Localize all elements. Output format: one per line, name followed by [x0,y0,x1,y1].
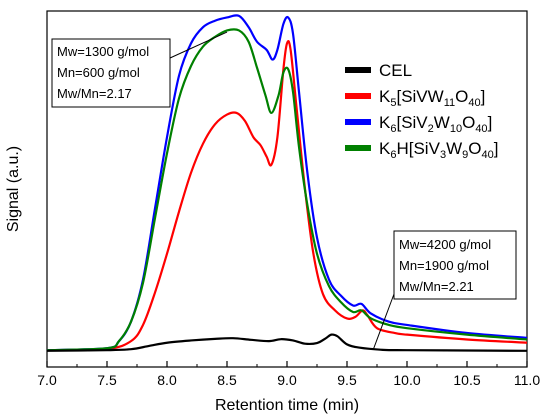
annotation-2-line-3: Mw/Mn=2.21 [399,279,474,294]
x-tick-label: 9.5 [337,372,357,388]
legend-label-2: K6[SiV2W10O40] [379,113,492,135]
annotation-1-line-3: Mw/Mn=2.17 [57,86,132,101]
series-layer [46,14,528,352]
annotation-2-line-1: Mw=4200 g/mol [399,237,491,252]
x-tick-label: 7.5 [97,372,117,388]
annotation-1-line-1: Mw=1300 g/mol [57,44,149,59]
series-line-3 [46,28,528,352]
annotation-box-1-frame [51,38,171,108]
annotation-2-pointer [372,293,395,350]
legend-label-1: K5[SiVW11O40] [379,87,485,109]
x-axis-label: Retention time (min) [215,397,359,414]
series-line-2 [46,14,528,352]
annotation-box-2: Mw=4200 g/mol Mn=1900 g/mol Mw/Mn=2.21 [372,230,517,350]
legend-label-0: CEL [379,61,412,80]
x-tick-label: 10.0 [393,372,420,388]
legend: CEL K5[SiVW11O40] K6[SiV2W10O40] K6H[SiV3W9… [345,61,498,161]
axis-ticks: 7.0 7.5 8.0 8.5 9.0 9.5 10.0 10.5 11.0 [37,361,540,388]
annotation-2-line-2: Mn=1900 g/mol [399,258,489,273]
x-tick-label: 8.5 [217,372,237,388]
y-axis-label: Signal (a.u.) [5,146,22,232]
legend-label-3: K6H[SiV3W9O40] [379,139,498,161]
x-tick-label: 10.5 [453,372,480,388]
annotation-1-line-2: Mn=600 g/mol [57,65,140,80]
annotation-box-2-frame [393,230,517,300]
annotation-1-pointer [169,31,228,59]
x-tick-label: 9.0 [277,372,297,388]
x-tick-label: 8.0 [157,372,177,388]
annotation-box-1: Mw=1300 g/mol Mn=600 g/mol Mw/Mn=2.17 [51,31,228,108]
x-tick-label: 7.0 [37,372,57,388]
x-tick-label: 11.0 [514,372,540,388]
series-line-0 [46,333,528,352]
